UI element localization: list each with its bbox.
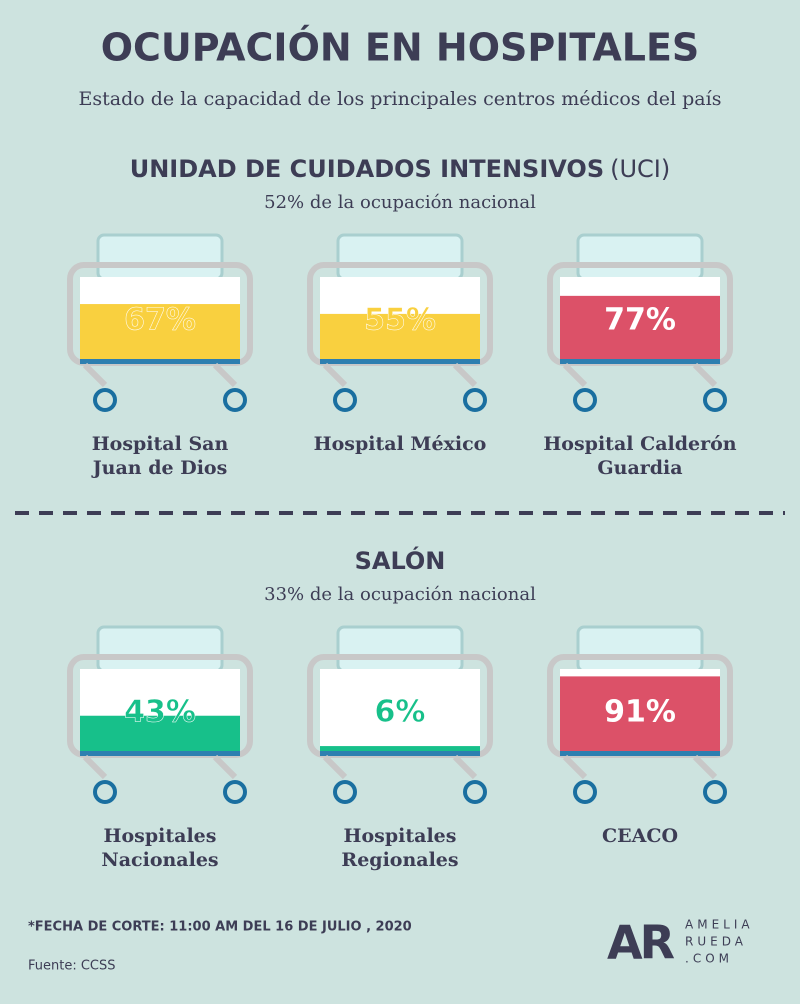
bed-leg — [452, 362, 478, 388]
value-label: 77% — [604, 303, 676, 338]
logo-line: RUEDA — [685, 935, 747, 949]
bed: 6% — [307, 625, 493, 804]
bed: 77% — [547, 233, 733, 412]
bed-base — [320, 751, 480, 756]
wheel — [333, 780, 357, 804]
value-label: 43% — [124, 695, 196, 730]
value-label: 91% — [604, 695, 676, 730]
bed-leg — [212, 754, 238, 780]
wheel — [223, 780, 247, 804]
bed-base — [80, 751, 240, 756]
wheel — [93, 780, 117, 804]
headboard — [336, 625, 464, 673]
bed-base — [80, 359, 240, 364]
section-title-suffix: (UCI) — [610, 155, 670, 183]
bed-leg — [692, 754, 718, 780]
logo-line: AMELIA — [685, 918, 754, 932]
bed-base — [320, 359, 480, 364]
bed: 67% — [67, 233, 253, 412]
bed: 55% — [307, 233, 493, 412]
section-subtitle: 33% de la ocupación nacional — [264, 584, 536, 605]
hospital-label: Hospitales — [104, 825, 217, 847]
hospital-label: Guardia — [597, 457, 682, 479]
bed-leg — [562, 362, 588, 388]
hospital-label: Hospitales — [344, 825, 457, 847]
hospital-label: Hospital México — [314, 433, 487, 455]
hospital-label: Nacionales — [101, 849, 218, 871]
bed-leg — [82, 754, 108, 780]
footer-source: Fuente: CCSS — [28, 959, 116, 974]
occupancy-fill — [560, 295, 720, 359]
hospital-label: Juan de Dios — [91, 457, 228, 479]
headboard — [96, 625, 224, 673]
occupancy-fill — [560, 676, 720, 751]
bed-leg — [322, 754, 348, 780]
hospital-label: Hospital Calderón — [543, 433, 736, 455]
section-title-text: UNIDAD DE CUIDADOS INTENSIVOS — [130, 155, 604, 183]
wheel — [333, 388, 357, 412]
wheel — [703, 388, 727, 412]
bed-leg — [322, 362, 348, 388]
subtitle: Estado de la capacidad de los principale… — [79, 88, 722, 110]
bed-base — [560, 359, 720, 364]
bed: 43% — [67, 625, 253, 804]
section-title-text: SALÓN — [355, 545, 446, 575]
wheel — [573, 780, 597, 804]
headboard — [336, 233, 464, 281]
section-title: UNIDAD DE CUIDADOS INTENSIVOS (UCI) — [130, 155, 671, 183]
bed-leg — [212, 362, 238, 388]
value-label: 55% — [364, 303, 436, 338]
wheel — [703, 780, 727, 804]
bed-leg — [692, 362, 718, 388]
value-label: 67% — [124, 303, 196, 338]
hospital-label: CEACO — [602, 825, 678, 847]
wheel — [223, 388, 247, 412]
wheel — [463, 780, 487, 804]
logo-mark: AR — [607, 916, 675, 970]
bed-leg — [82, 362, 108, 388]
headboard — [576, 625, 704, 673]
wheel — [93, 388, 117, 412]
occupancy-fill — [320, 313, 480, 359]
bed-leg — [452, 754, 478, 780]
footer-note: *FECHA DE CORTE: 11:00 AM DEL 16 DE JULI… — [28, 920, 412, 935]
title: OCUPACIÓN EN HOSPITALES — [101, 26, 700, 70]
occupancy-fill — [80, 715, 240, 751]
hospital-label: Hospital San — [92, 433, 229, 455]
hospital-label: Regionales — [341, 849, 458, 871]
headboard — [576, 233, 704, 281]
bed-base — [560, 751, 720, 756]
mattress — [320, 669, 480, 751]
logo-line: .COM — [685, 952, 733, 966]
headboard — [96, 233, 224, 281]
occupancy-fill — [320, 746, 480, 751]
wheel — [573, 388, 597, 412]
wheel — [463, 388, 487, 412]
value-label: 6% — [375, 695, 426, 730]
bed-leg — [562, 754, 588, 780]
section-title: SALÓN — [355, 545, 446, 575]
occupancy-fill — [80, 304, 240, 359]
section-subtitle: 52% de la ocupación nacional — [264, 192, 536, 213]
bed: 91% — [547, 625, 733, 804]
